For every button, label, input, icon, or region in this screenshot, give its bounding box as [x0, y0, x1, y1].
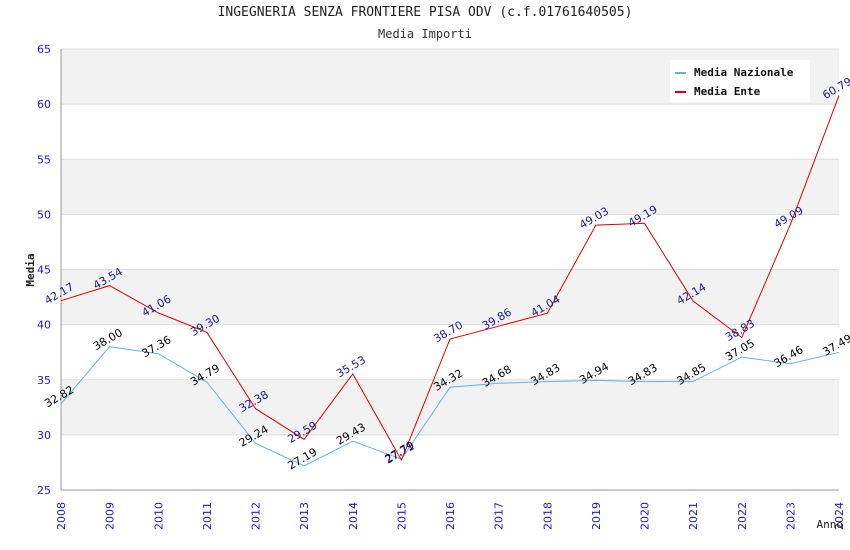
chart-title: INGEGNERIA SENZA FRONTIERE PISA ODV (c.f…	[217, 5, 633, 20]
x-tick-label: 2020	[639, 502, 652, 530]
x-axis-label: Anno	[817, 518, 844, 531]
legend	[670, 60, 810, 102]
y-tick-label: 25	[37, 484, 51, 497]
y-tick-label: 55	[37, 153, 51, 166]
x-tick-label: 2017	[493, 502, 506, 530]
data-label: 37.36	[140, 333, 174, 360]
x-tick-label: 2014	[347, 502, 360, 530]
y-tick-label: 45	[37, 264, 51, 277]
x-tick-label: 2009	[104, 502, 117, 530]
series-line-media-ente	[60, 95, 840, 462]
x-tick-label: 2011	[201, 502, 214, 530]
x-tick-label: 2024	[833, 502, 846, 530]
legend-label: Media Nazionale	[694, 66, 794, 79]
y-tick-label: 65	[37, 43, 51, 56]
y-tick-label: 40	[37, 319, 51, 332]
chart-subtitle: Media Importi	[378, 27, 472, 41]
y-tick-label: 35	[37, 374, 51, 387]
x-tick-label: 2022	[736, 502, 749, 530]
data-label: 27.19	[285, 445, 319, 472]
x-tick-label: 2018	[541, 502, 554, 530]
x-tick-label: 2008	[55, 502, 68, 530]
legend-label: Media Ente	[694, 85, 761, 98]
x-tick-label: 2021	[687, 502, 700, 530]
x-tick-label: 2015	[395, 502, 408, 530]
y-tick-label: 30	[37, 429, 51, 442]
x-tick-label: 2010	[152, 502, 165, 530]
series-line-media-nazionale	[60, 346, 840, 467]
data-label: 36.46	[772, 343, 806, 370]
grid-band	[61, 269, 839, 325]
data-label: 37.49	[820, 332, 850, 359]
y-tick-label: 60	[37, 98, 51, 111]
x-tick-label: 2013	[298, 502, 311, 530]
grid-band	[61, 159, 839, 215]
grid-band	[61, 379, 839, 435]
x-tick-label: 2012	[250, 502, 263, 530]
x-tick-label: 2019	[590, 502, 603, 530]
x-tick-label: 2023	[784, 502, 797, 530]
x-tick-label: 2016	[444, 502, 457, 530]
y-tick-label: 50	[37, 208, 51, 221]
y-axis-label: Media	[24, 253, 37, 286]
